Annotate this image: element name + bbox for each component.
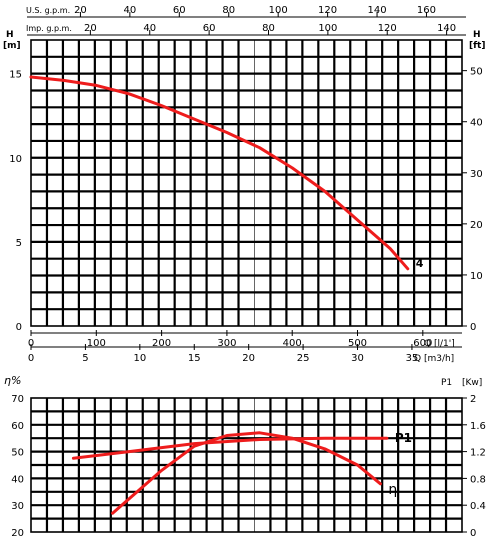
x-axis-tick-label: 400 bbox=[283, 338, 302, 349]
y-left-tick-label: 50 bbox=[11, 448, 24, 459]
y-left-unit: [m] bbox=[3, 41, 21, 51]
x-axis-tick-label: 300 bbox=[217, 338, 236, 349]
x-axis-tick-label: 500 bbox=[348, 338, 367, 349]
x-axis-secondary-tick-label: 35 bbox=[406, 353, 419, 364]
y-right-tick-label: 0.8 bbox=[470, 474, 486, 485]
x-axis-secondary-tick-label: 15 bbox=[188, 353, 201, 364]
top-axis-label: U.S. g.p.m. bbox=[26, 6, 70, 15]
y-right-tick-label: 1.2 bbox=[470, 448, 486, 459]
top-axis-tick-label: 80 bbox=[222, 5, 235, 16]
top-axis-tick-label: 140 bbox=[367, 5, 386, 16]
top-axis-label: Imp. g.p.m. bbox=[26, 24, 72, 33]
plot-frame bbox=[30, 397, 463, 533]
y-left-tick-label: 40 bbox=[11, 474, 24, 485]
x-axis-label: Q [l/1'] bbox=[424, 339, 455, 349]
x-axis-tick-label: 0 bbox=[28, 338, 34, 349]
y-left-symbol: H bbox=[6, 30, 14, 40]
y-left-tick-label: 30 bbox=[11, 501, 24, 512]
y-left-axis-label: η% bbox=[4, 374, 21, 387]
y-right-tick-label: 10 bbox=[470, 271, 483, 282]
y-right-unit: [ft] bbox=[469, 41, 485, 51]
top-axis-tick-label: 40 bbox=[143, 23, 156, 34]
y-right-tick-label: 0.4 bbox=[470, 501, 486, 512]
top-axis-tick-label: 120 bbox=[318, 5, 337, 16]
y-right-tick-label: 0 bbox=[470, 528, 476, 539]
y-left-tick-label: 20 bbox=[11, 528, 24, 539]
y-right-tick-label: 50 bbox=[470, 67, 483, 78]
x-axis-secondary-tick-label: 5 bbox=[82, 353, 88, 364]
y-left-tick-label: 5 bbox=[16, 238, 22, 249]
y-right-tick-label: 1.6 bbox=[470, 421, 486, 432]
y-right-tick-label: 0 bbox=[470, 322, 476, 333]
y-right-axis-label: P1 bbox=[441, 378, 452, 388]
top-axis-tick-label: 100 bbox=[269, 5, 288, 16]
y-right-axis-unit: [Kw] bbox=[462, 378, 482, 388]
x-axis-secondary-tick-label: 0 bbox=[28, 353, 34, 364]
series-curve-4 bbox=[29, 75, 410, 271]
x-axis-tick-label: 100 bbox=[87, 338, 106, 349]
x-axis-tick-label: 600 bbox=[413, 338, 432, 349]
y-right-tick-label: 30 bbox=[470, 169, 483, 180]
series-curve-p1 bbox=[71, 436, 389, 460]
y-right-tick-label: 2 bbox=[470, 394, 476, 405]
top-axis-tick-label: 40 bbox=[124, 5, 137, 16]
top-axis-tick-label: 80 bbox=[262, 23, 275, 34]
top-axis-tick-label: 100 bbox=[318, 23, 337, 34]
top-axis-tick-label: 140 bbox=[437, 23, 456, 34]
x-axis-tick-label: 200 bbox=[152, 338, 171, 349]
x-axis-secondary-tick-label: 10 bbox=[133, 353, 146, 364]
y-left-tick-label: 15 bbox=[9, 70, 22, 81]
x-axis-secondary-tick-label: 20 bbox=[242, 353, 255, 364]
y-left-tick-label: 0 bbox=[16, 322, 22, 333]
y-left-tick-label: 70 bbox=[11, 394, 24, 405]
y-left-tick-label: 60 bbox=[11, 421, 24, 432]
x-axis-secondary-label: Q [m3/h] bbox=[414, 354, 454, 364]
top-axis-tick-label: 160 bbox=[417, 5, 436, 16]
x-axis-secondary-tick-label: 25 bbox=[297, 353, 310, 364]
top-axis-tick-label: 20 bbox=[84, 23, 97, 34]
y-right-tick-label: 20 bbox=[470, 220, 483, 231]
series-label-efficiency: η bbox=[388, 482, 397, 498]
y-right-symbol: H bbox=[473, 30, 481, 40]
series-curve-efficiency bbox=[111, 431, 382, 515]
series-label-p1: P1 bbox=[395, 431, 412, 445]
top-axis-tick-label: 20 bbox=[74, 5, 87, 16]
top-axis-tick-label: 60 bbox=[173, 5, 186, 16]
top-axis-tick-label: 120 bbox=[378, 23, 397, 34]
x-axis-secondary-tick-label: 30 bbox=[351, 353, 364, 364]
y-right-tick-label: 40 bbox=[470, 118, 483, 129]
y-left-tick-label: 10 bbox=[9, 154, 22, 165]
plot-frame bbox=[30, 39, 463, 327]
series-label-4: 4 bbox=[416, 257, 424, 270]
top-axis-tick-label: 60 bbox=[203, 23, 216, 34]
